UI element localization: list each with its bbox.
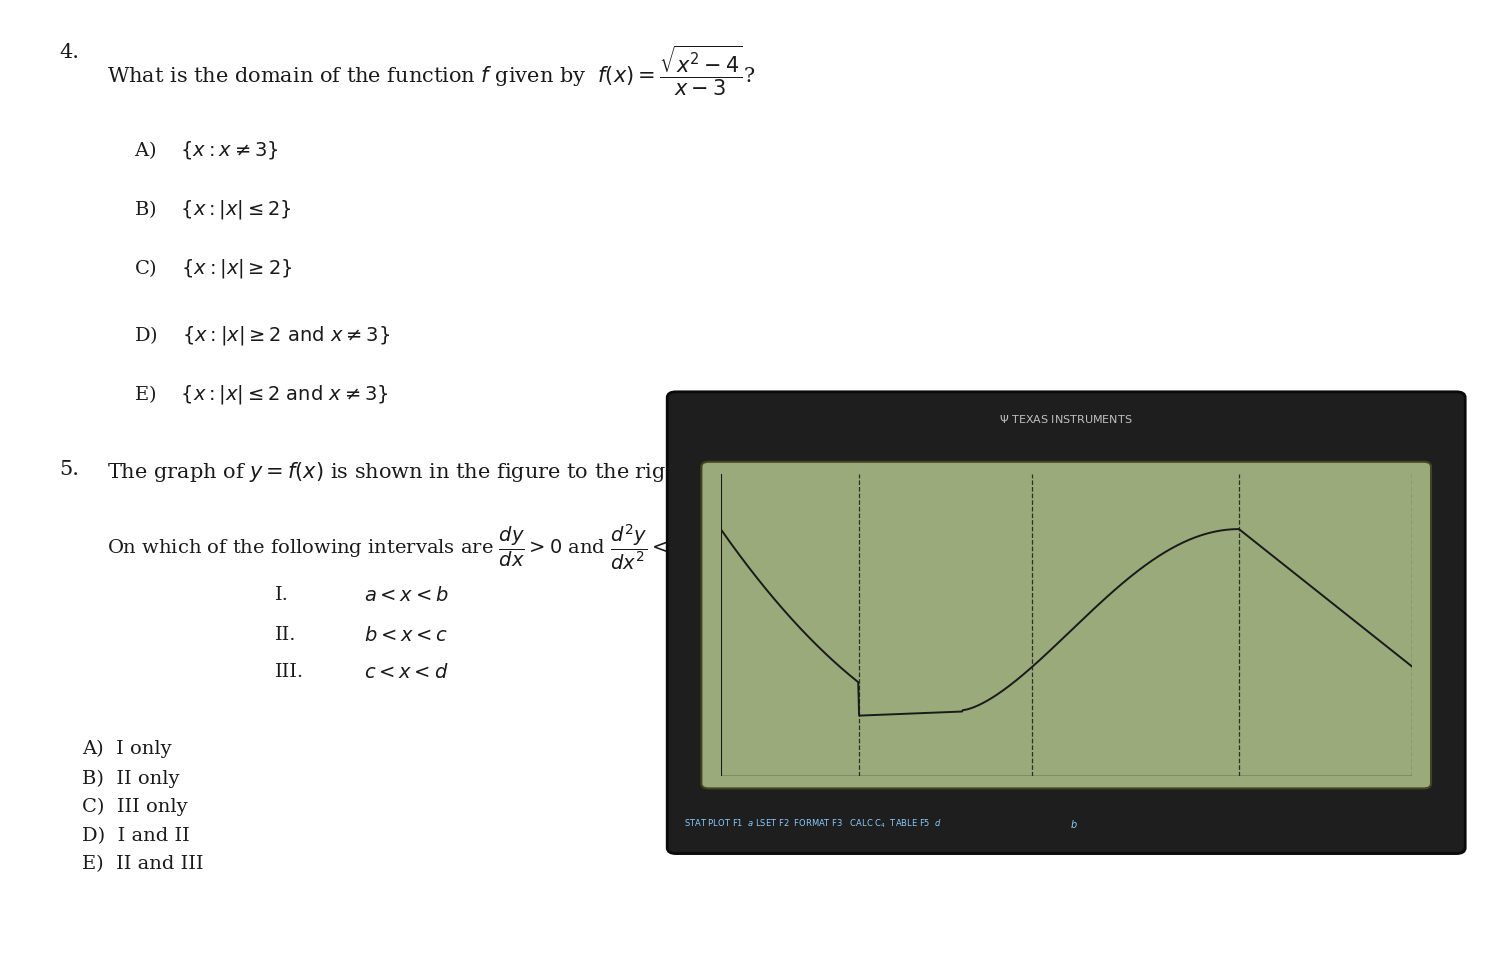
Text: The graph of $y = f(x)$ is shown in the figure to the right.: The graph of $y = f(x)$ is shown in the … xyxy=(107,460,694,484)
Text: III.: III. xyxy=(275,663,305,681)
Text: $c < x < d$: $c < x < d$ xyxy=(364,663,449,682)
Text: What is the domain of the function $f$ given by  $f(x) = \dfrac{\sqrt{x^2-4}}{x-: What is the domain of the function $f$ g… xyxy=(107,43,756,98)
Text: E)    $\{x : |x| \leq 2 \text{ and } x \neq 3\}$: E) $\{x : |x| \leq 2 \text{ and } x \neq… xyxy=(134,383,388,406)
Text: C)    $\{x : |x| \geq 2\}$: C) $\{x : |x| \geq 2\}$ xyxy=(134,257,293,280)
Text: 4.: 4. xyxy=(59,43,79,62)
Text: A)    $\{x : x \neq 3\}$: A) $\{x : x \neq 3\}$ xyxy=(134,139,278,161)
Text: E)  II and III: E) II and III xyxy=(82,855,204,874)
Text: $b < x < c$: $b < x < c$ xyxy=(364,626,449,645)
Text: $\Psi$ TEXAS INSTRUMENTS: $\Psi$ TEXAS INSTRUMENTS xyxy=(1000,413,1132,425)
Text: A)  I only: A) I only xyxy=(82,740,171,758)
Text: 5.: 5. xyxy=(59,460,79,479)
Text: C)  III only: C) III only xyxy=(82,798,187,816)
Text: B)  II only: B) II only xyxy=(82,769,180,787)
Text: B)    $\{x : |x| \leq 2\}$: B) $\{x : |x| \leq 2\}$ xyxy=(134,198,291,221)
Text: D)    $\{x : |x| \geq 2 \text{ and } x \neq 3\}$: D) $\{x : |x| \geq 2 \text{ and } x \neq… xyxy=(134,324,389,347)
Text: I.: I. xyxy=(275,586,288,604)
Text: D)  I and II: D) I and II xyxy=(82,827,190,845)
Text: $a < x < b$: $a < x < b$ xyxy=(364,586,449,605)
Text: $\mathit{b}$: $\mathit{b}$ xyxy=(1070,818,1077,830)
Text: STAT PLOT F1  $\mathit{a}$ LSET F2  FORMAT F3   CALC $\mathrm{C}_4$  TABLE F5  $: STAT PLOT F1 $\mathit{a}$ LSET F2 FORMAT… xyxy=(684,817,942,831)
Text: II.: II. xyxy=(275,626,296,644)
Text: On which of the following intervals are $\dfrac{dy}{dx} > 0$ and $\dfrac{d^2y}{d: On which of the following intervals are … xyxy=(107,522,685,572)
FancyBboxPatch shape xyxy=(701,462,1431,788)
FancyBboxPatch shape xyxy=(667,392,1465,854)
